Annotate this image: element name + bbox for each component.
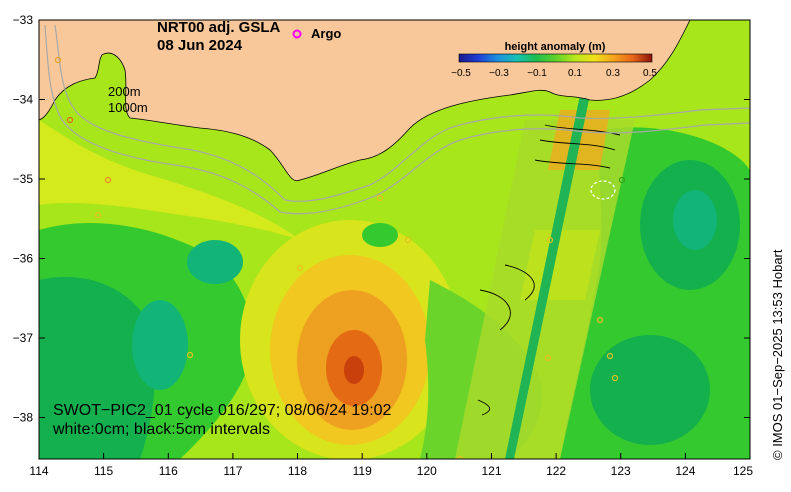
- anomaly-band-west-yellow: [39, 120, 300, 240]
- argo-float: [104, 176, 112, 184]
- argo-float: [376, 194, 384, 202]
- anomaly-region-sw-teal: [132, 300, 188, 390]
- argo-float: [618, 176, 626, 184]
- colorbar-tick-label: −0.5: [451, 68, 471, 79]
- swot-contour-legend: white:0cm; black:5cm intervals: [52, 421, 270, 438]
- argo-float: [296, 264, 304, 272]
- isobath-label-200m: 200m: [108, 84, 141, 99]
- swot-nadir-gap: [505, 95, 590, 459]
- colorbar-title: height anomaly (m): [505, 41, 606, 53]
- map-date: 08 Jun 2024: [157, 37, 243, 54]
- argo-floats: [54, 56, 626, 459]
- colorbar: height anomaly (m) −0.5 −0.3 −0.1 0.1 0.…: [451, 41, 657, 79]
- isobath-200m: [54, 24, 750, 202]
- y-tick-label: −36: [13, 252, 34, 266]
- eddy-center: [344, 356, 364, 384]
- x-tick-label: 117: [223, 464, 242, 478]
- x-tick-label: 118: [288, 464, 307, 478]
- x-tick-label: 122: [546, 464, 566, 478]
- argo-float: [546, 236, 554, 244]
- plot-frame: [38, 19, 751, 460]
- x-tick-label: 119: [353, 464, 372, 478]
- isobaths: [44, 24, 750, 215]
- argo-float: [66, 116, 74, 124]
- colorbar-bar: [458, 53, 653, 63]
- argo-legend-marker-icon: [292, 29, 302, 39]
- y-tick-label: −34: [13, 93, 34, 107]
- eddy-east-teal: [673, 190, 717, 250]
- x-tick-label: 116: [159, 464, 178, 478]
- map-title: NRT00 adj. GSLA: [157, 19, 281, 36]
- x-tick-label: 121: [481, 464, 501, 478]
- y-tick-label: −33: [13, 13, 34, 27]
- swot-contours: [477, 124, 621, 416]
- y-tick-label: −37: [13, 331, 34, 345]
- isobath-label-1000m: 1000m: [108, 100, 148, 115]
- colorbar-tick-label: 0.1: [568, 68, 582, 79]
- anomaly-region-sw-deep-green: [39, 276, 155, 459]
- x-axis: 114 115 116 117 118 119 120 121 122 123 …: [29, 453, 753, 478]
- colorbar-tick-label: −0.3: [489, 68, 509, 79]
- anomaly-region-se-deep-green: [590, 335, 710, 445]
- x-tick-label: 124: [675, 464, 695, 478]
- imos-credit: © IMOS 01−Sep−2025 13:53 Hobart: [770, 249, 785, 460]
- x-tick-label: 123: [611, 464, 631, 478]
- colorbar-tick-label: 0.5: [643, 68, 657, 79]
- argo-float: [54, 56, 62, 64]
- swot-swath-yellow-patch: [520, 230, 600, 300]
- argo-float: [544, 354, 552, 362]
- colorbar-tick-label: −0.1: [527, 68, 547, 79]
- argo-float: [94, 211, 102, 219]
- isobath-1000m: [44, 24, 750, 215]
- map-plot-area: [39, 20, 750, 459]
- argo-legend: Argo: [292, 26, 341, 41]
- x-tick-label: 114: [29, 464, 48, 478]
- argo-float: [606, 352, 614, 360]
- y-axis: −33 −34 −35 −36 −37 −38: [13, 13, 750, 425]
- argo-float: [456, 455, 464, 459]
- anomaly-region-w-teal: [187, 240, 243, 284]
- x-tick-label: 115: [94, 464, 113, 478]
- anomaly-patch-small-green: [362, 223, 398, 247]
- x-tick-label: 125: [733, 464, 753, 478]
- swot-zero-contour: [590, 180, 616, 200]
- colorbar-tick-label: 0.3: [606, 68, 620, 79]
- y-tick-label: −35: [13, 172, 34, 186]
- argo-legend-label: Argo: [311, 26, 341, 41]
- argo-float: [611, 374, 619, 382]
- x-tick-label: 120: [417, 464, 437, 478]
- argo-float: [186, 351, 194, 359]
- swot-pass-info: SWOT−PIC2_01 cycle 016/297; 08/06/24 19:…: [53, 402, 392, 419]
- argo-float: [404, 236, 412, 244]
- y-tick-label: −38: [13, 411, 34, 425]
- argo-float: [596, 316, 604, 324]
